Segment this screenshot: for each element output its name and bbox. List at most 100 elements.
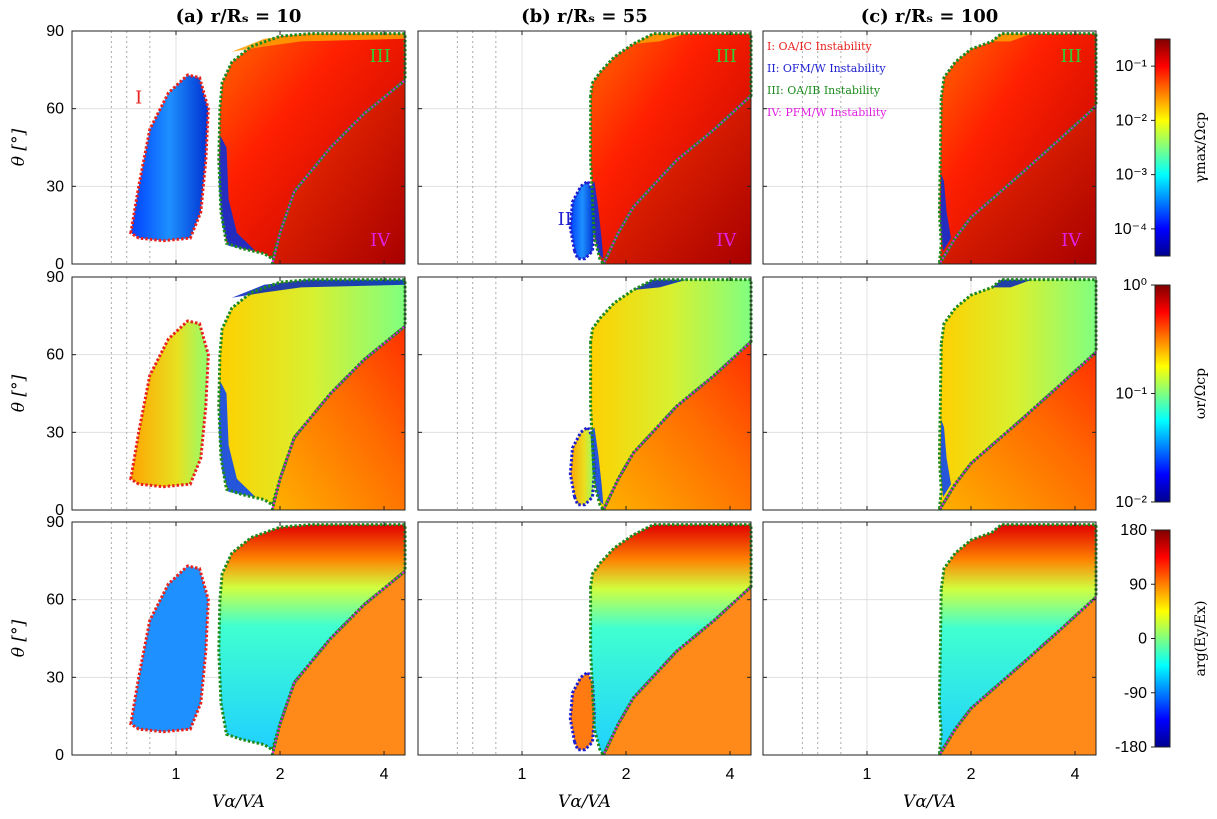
region-IV-boundary bbox=[271, 570, 406, 756]
colorbar-label: γmax/Ωcp bbox=[1193, 112, 1209, 183]
legend-entry: III: OA/IB Instability bbox=[767, 84, 881, 97]
y-tick-label: 60 bbox=[46, 347, 64, 364]
region-label-IV: IV bbox=[716, 230, 737, 251]
region-IV-boundary-outer bbox=[270, 324, 407, 511]
colorbar-tick-label: 180 bbox=[1120, 522, 1147, 539]
region-III-top-edge bbox=[633, 33, 687, 44]
y-tick-label: 90 bbox=[46, 23, 64, 40]
region-III-boundary bbox=[589, 523, 753, 759]
region-IV-boundary bbox=[271, 325, 406, 511]
region-III-fill bbox=[218, 524, 405, 750]
panel-r2-c1: 0 30 60 90 θ [°] bbox=[9, 269, 407, 519]
region-IV-fill bbox=[603, 586, 751, 755]
x-tick-label: 1 bbox=[172, 766, 181, 783]
region-IV-boundary-outer bbox=[938, 595, 1098, 756]
colorbar-tick-label: 0 bbox=[1138, 631, 1147, 648]
region-I-boundary bbox=[129, 319, 210, 489]
column-title: (c) r/Rₛ = 100 bbox=[861, 6, 999, 27]
region-II-fill bbox=[570, 427, 595, 505]
colorbar-label: arg(Ey/Ex) bbox=[1193, 601, 1209, 677]
colorbar bbox=[1154, 284, 1171, 503]
x-tick-label: 4 bbox=[1071, 766, 1080, 783]
region-I-boundary bbox=[129, 73, 210, 243]
region-IV-boundary-outer bbox=[270, 569, 407, 756]
x-tick-label: 1 bbox=[518, 766, 527, 783]
region-IV-boundary bbox=[938, 596, 1097, 756]
colorbar-tick-label: 10⁻³ bbox=[1115, 167, 1147, 184]
region-IV-fill bbox=[603, 95, 751, 264]
region-label-I: I bbox=[135, 87, 142, 108]
region-IV-boundary-outer bbox=[938, 350, 1098, 511]
panel-r3-c1: 0 30 60 90 θ [°] 1 2 4 Vα/VA bbox=[9, 514, 407, 812]
colorbar-tick-label: 90 bbox=[1129, 576, 1147, 593]
x-tick-label: 2 bbox=[276, 766, 285, 783]
y-axis-label: θ [°] bbox=[9, 374, 29, 412]
region-III-top-edge bbox=[231, 33, 405, 52]
panel-frame bbox=[417, 30, 752, 265]
panels: 0 30 60 90 θ [°] 10⁻¹ 10⁻² 10⁻³ 10⁻⁴ γmax/Ωcp 0 30 6… bbox=[9, 6, 1209, 812]
region-IV-boundary-outer bbox=[938, 104, 1098, 265]
y-tick-label: 0 bbox=[55, 502, 64, 519]
x-tick-label: 4 bbox=[380, 766, 389, 783]
region-II-fill bbox=[570, 672, 595, 750]
legend-entry: IV: PFM/W Instability bbox=[767, 106, 887, 119]
panel-frame bbox=[71, 30, 406, 265]
legend-entry: I: OA/IC Instability bbox=[767, 40, 873, 53]
panel-r2-c3 bbox=[762, 276, 1098, 511]
region-III-fill bbox=[939, 33, 1096, 264]
panel-frame bbox=[71, 521, 406, 756]
region-III-fill bbox=[939, 524, 1096, 755]
y-tick-label: 60 bbox=[46, 592, 64, 609]
y-tick-label: 30 bbox=[46, 424, 64, 441]
region-IV-fill bbox=[272, 80, 405, 264]
region-IV-boundary-outer bbox=[601, 340, 753, 511]
panel-r1-c2 bbox=[417, 30, 753, 268]
colorbar bbox=[1154, 38, 1171, 257]
panel-frame bbox=[762, 521, 1097, 756]
colorbar bbox=[1154, 529, 1171, 748]
region-IV-fill bbox=[939, 106, 1096, 264]
x-axis-label: Vα/VA bbox=[558, 792, 611, 812]
colorbar-tick-label: 10⁻¹ bbox=[1115, 386, 1147, 403]
region-III-top-edge bbox=[992, 33, 1032, 42]
region-IV-boundary bbox=[271, 79, 406, 265]
region-III-edge bbox=[218, 380, 256, 498]
region-III-top-edge bbox=[633, 279, 687, 290]
panel-frame bbox=[762, 276, 1097, 511]
region-IV-fill bbox=[603, 341, 751, 510]
region-IV-boundary bbox=[938, 351, 1097, 511]
y-tick-label: 90 bbox=[46, 269, 64, 286]
region-III-fill bbox=[218, 279, 405, 505]
y-tick-label: 0 bbox=[55, 747, 64, 764]
colorbar-label: ωr/Ωcp bbox=[1193, 368, 1209, 419]
region-IV-fill bbox=[939, 352, 1096, 510]
region-IV-fill bbox=[939, 597, 1096, 755]
y-tick-label: 90 bbox=[46, 514, 64, 531]
region-III-fill bbox=[939, 279, 1096, 510]
panel-r3-c2: 1 2 4 Vα/VA bbox=[417, 521, 753, 812]
region-III-edge bbox=[218, 134, 256, 252]
legend-entry: II: OFM/W Instability bbox=[767, 62, 886, 75]
y-axis-label: θ [°] bbox=[9, 619, 29, 657]
region-label-IV: IV bbox=[370, 230, 391, 251]
colorbar-tick-label: 10⁻¹ bbox=[1115, 58, 1147, 75]
y-tick-label: 30 bbox=[46, 669, 64, 686]
region-IV-boundary-outer bbox=[601, 585, 753, 756]
region-IV-boundary bbox=[938, 105, 1097, 265]
region-IV-fill bbox=[272, 571, 405, 755]
x-axis-label: Vα/VA bbox=[212, 792, 265, 812]
region-II-fill bbox=[570, 181, 595, 259]
region-III-boundary bbox=[589, 278, 753, 514]
panel-r3-c3: 1 2 4 Vα/VA bbox=[762, 521, 1098, 812]
region-III-fill bbox=[590, 279, 751, 510]
y-tick-label: 0 bbox=[55, 256, 64, 273]
region-label-II: II bbox=[558, 209, 572, 230]
y-axis-label: θ [°] bbox=[9, 128, 29, 166]
x-tick-label: 2 bbox=[622, 766, 631, 783]
column-title: (b) r/Rₛ = 55 bbox=[521, 6, 648, 27]
colorbar-tick-label: 10⁻² bbox=[1115, 112, 1147, 129]
colorbar-tick-label: 10⁰ bbox=[1123, 277, 1147, 294]
region-III-top-edge bbox=[231, 279, 405, 298]
y-tick-label: 30 bbox=[46, 178, 64, 195]
